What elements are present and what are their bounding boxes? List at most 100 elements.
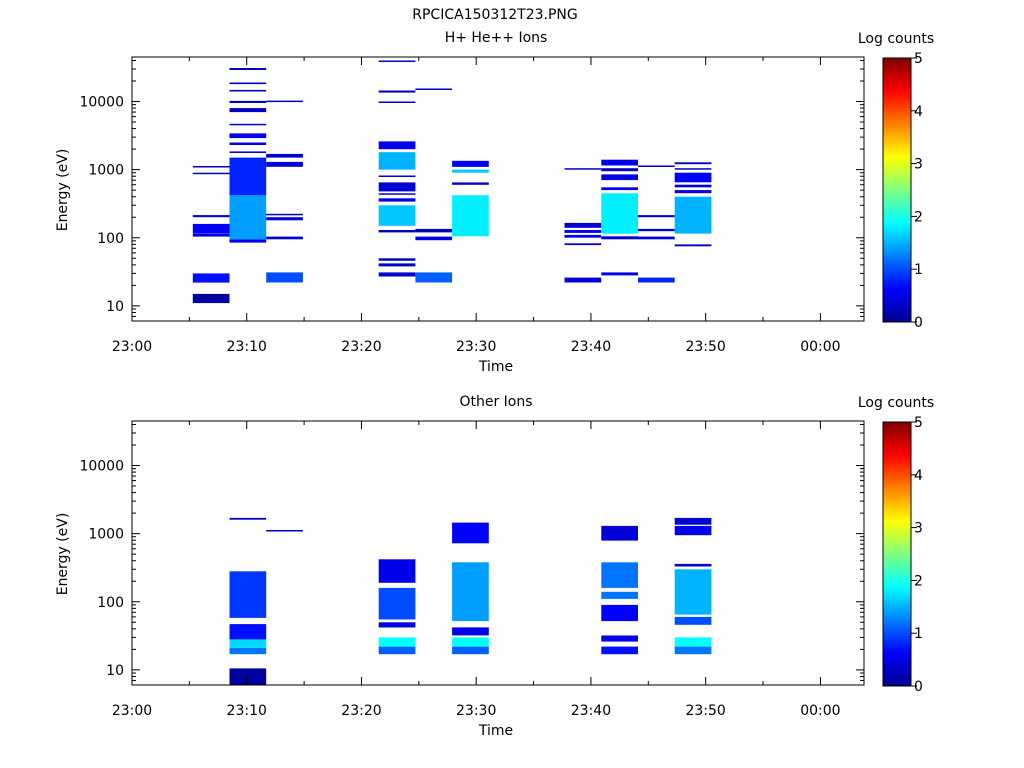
- heatmap-cell: [266, 236, 303, 240]
- y-tick-label: 10000: [79, 95, 124, 111]
- heatmap-cell: [674, 190, 712, 194]
- heatmap-cell: [266, 161, 303, 167]
- y-axis: 10 100 1000 10000: [79, 423, 864, 686]
- heatmap-cell: [192, 172, 230, 175]
- heatmap-cell: [266, 153, 303, 158]
- heatmap-cell: [601, 272, 638, 276]
- heatmap-cell: [378, 60, 416, 62]
- heatmap-cell: [266, 272, 303, 283]
- heatmap-cell: [674, 646, 712, 655]
- heatmap-cell: [229, 142, 267, 145]
- x-tick-label: 23:30: [456, 703, 496, 719]
- x-tick-label: 00:00: [800, 703, 840, 719]
- colorbar-tick-label: 3: [914, 157, 923, 173]
- heatmap-cell: [266, 213, 303, 216]
- colorbar-tick-label: 0: [914, 315, 923, 331]
- heatmap-cell: [229, 239, 267, 243]
- heatmap-cell: [192, 233, 230, 237]
- heatmap-cell: [378, 90, 416, 93]
- heatmap-cell: [674, 184, 712, 188]
- colorbar-tick-label: 5: [914, 415, 923, 431]
- heatmap-cell: [638, 165, 675, 167]
- heatmap-cell: [564, 277, 602, 283]
- panel-other-ions: Other Ions 23:00 23:10 23:20 23:30 23:40 23:5…: [55, 394, 934, 739]
- colorbar-ticks: 0 1 2 3 4 5: [911, 51, 923, 331]
- y-tick-label: 10: [106, 663, 124, 679]
- heatmap-cell: [674, 196, 712, 234]
- heatmap-cell: [674, 172, 712, 183]
- colorbar-tick-label: 2: [914, 209, 923, 225]
- x-tick-label: 23:40: [571, 703, 611, 719]
- heatmap-cell: [601, 236, 638, 240]
- x-tick-label: 23:10: [227, 339, 267, 355]
- heatmap-cell: [601, 159, 638, 166]
- colorbar-tick-label: 1: [914, 262, 923, 278]
- colorbar-ticks: 0 1 2 3 4 5: [911, 415, 923, 695]
- colorbar: Log counts 0 1 2 3 4 5: [858, 395, 934, 695]
- figure-title: RPCICA150312T23.PNG: [412, 7, 577, 23]
- heatmap-cell: [638, 228, 675, 232]
- plot-frame: [131, 56, 865, 322]
- heatmap-cell: [378, 205, 416, 226]
- heatmap-cell: [564, 243, 602, 246]
- y-axis-label: Energy (eV): [55, 513, 71, 596]
- colorbar-gradient: [882, 57, 912, 323]
- x-tick-label: 23:30: [456, 339, 496, 355]
- heatmap-cell: [638, 236, 675, 240]
- heatmap-cell: [229, 82, 267, 85]
- colorbar-tick-label: 0: [914, 679, 923, 695]
- heatmap-cell: [415, 88, 453, 90]
- heatmap-cell: [452, 627, 489, 636]
- y-tick-label: 100: [97, 595, 124, 611]
- heatmap-cell: [378, 637, 416, 647]
- x-tick-label: 23:00: [112, 703, 152, 719]
- heatmap-cell: [601, 187, 638, 191]
- plot-frame: [131, 420, 865, 686]
- heatmap-cell: [452, 562, 489, 622]
- heatmap-cell: [674, 244, 712, 247]
- heatmap-cell: [638, 215, 675, 218]
- heatmap-cell: [674, 569, 712, 615]
- heatmap-cell: [229, 123, 267, 126]
- heatmap-cell: [378, 193, 416, 195]
- y-tick-label: 10: [106, 299, 124, 315]
- heatmap-cell: [638, 277, 675, 283]
- colorbar-gradient: [882, 421, 912, 687]
- colorbar-label: Log counts: [858, 31, 934, 47]
- x-axis-label: Time: [478, 723, 513, 739]
- heatmap-cell: [378, 263, 416, 267]
- heatmap-cell: [452, 637, 489, 647]
- x-tick-label: 23:50: [685, 339, 725, 355]
- heatmap-cell: [192, 215, 230, 218]
- heatmap-cells: [192, 60, 712, 304]
- heatmap-cell: [229, 68, 267, 70]
- heatmap-cell: [378, 198, 416, 202]
- heatmap-cell: [601, 646, 638, 655]
- heatmap-cell: [378, 587, 416, 620]
- x-axis: 23:00 23:10 23:20 23:30 23:40 23:50 00:00: [112, 57, 841, 355]
- x-axis: 23:00 23:10 23:20 23:30 23:40 23:50 00:00: [112, 421, 841, 719]
- y-tick-label: 100: [97, 231, 124, 247]
- heatmap-cell: [378, 622, 416, 628]
- heatmap-cell: [452, 160, 489, 167]
- heatmap-cell: [229, 195, 267, 240]
- x-tick-label: 23:50: [685, 703, 725, 719]
- colorbar-tick-label: 5: [914, 51, 923, 67]
- heatmap-cell: [378, 559, 416, 583]
- heatmap-cell: [601, 168, 638, 172]
- y-tick-label: 1000: [88, 163, 124, 179]
- colorbar-tick-label: 4: [914, 468, 923, 484]
- heatmap-cell: [266, 530, 303, 532]
- heatmap-cell: [415, 236, 453, 241]
- y-axis-label: Energy (eV): [55, 149, 71, 232]
- colorbar-tick-label: 3: [914, 521, 923, 537]
- heatmap-cell: [378, 272, 416, 277]
- heatmap-cell: [229, 571, 267, 618]
- heatmap-cell: [601, 525, 638, 541]
- x-tick-label: 00:00: [800, 339, 840, 355]
- heatmap-cell: [564, 222, 602, 228]
- heatmap-cell: [601, 635, 638, 642]
- heatmap-cell: [378, 182, 416, 192]
- heatmap-cell: [452, 522, 489, 544]
